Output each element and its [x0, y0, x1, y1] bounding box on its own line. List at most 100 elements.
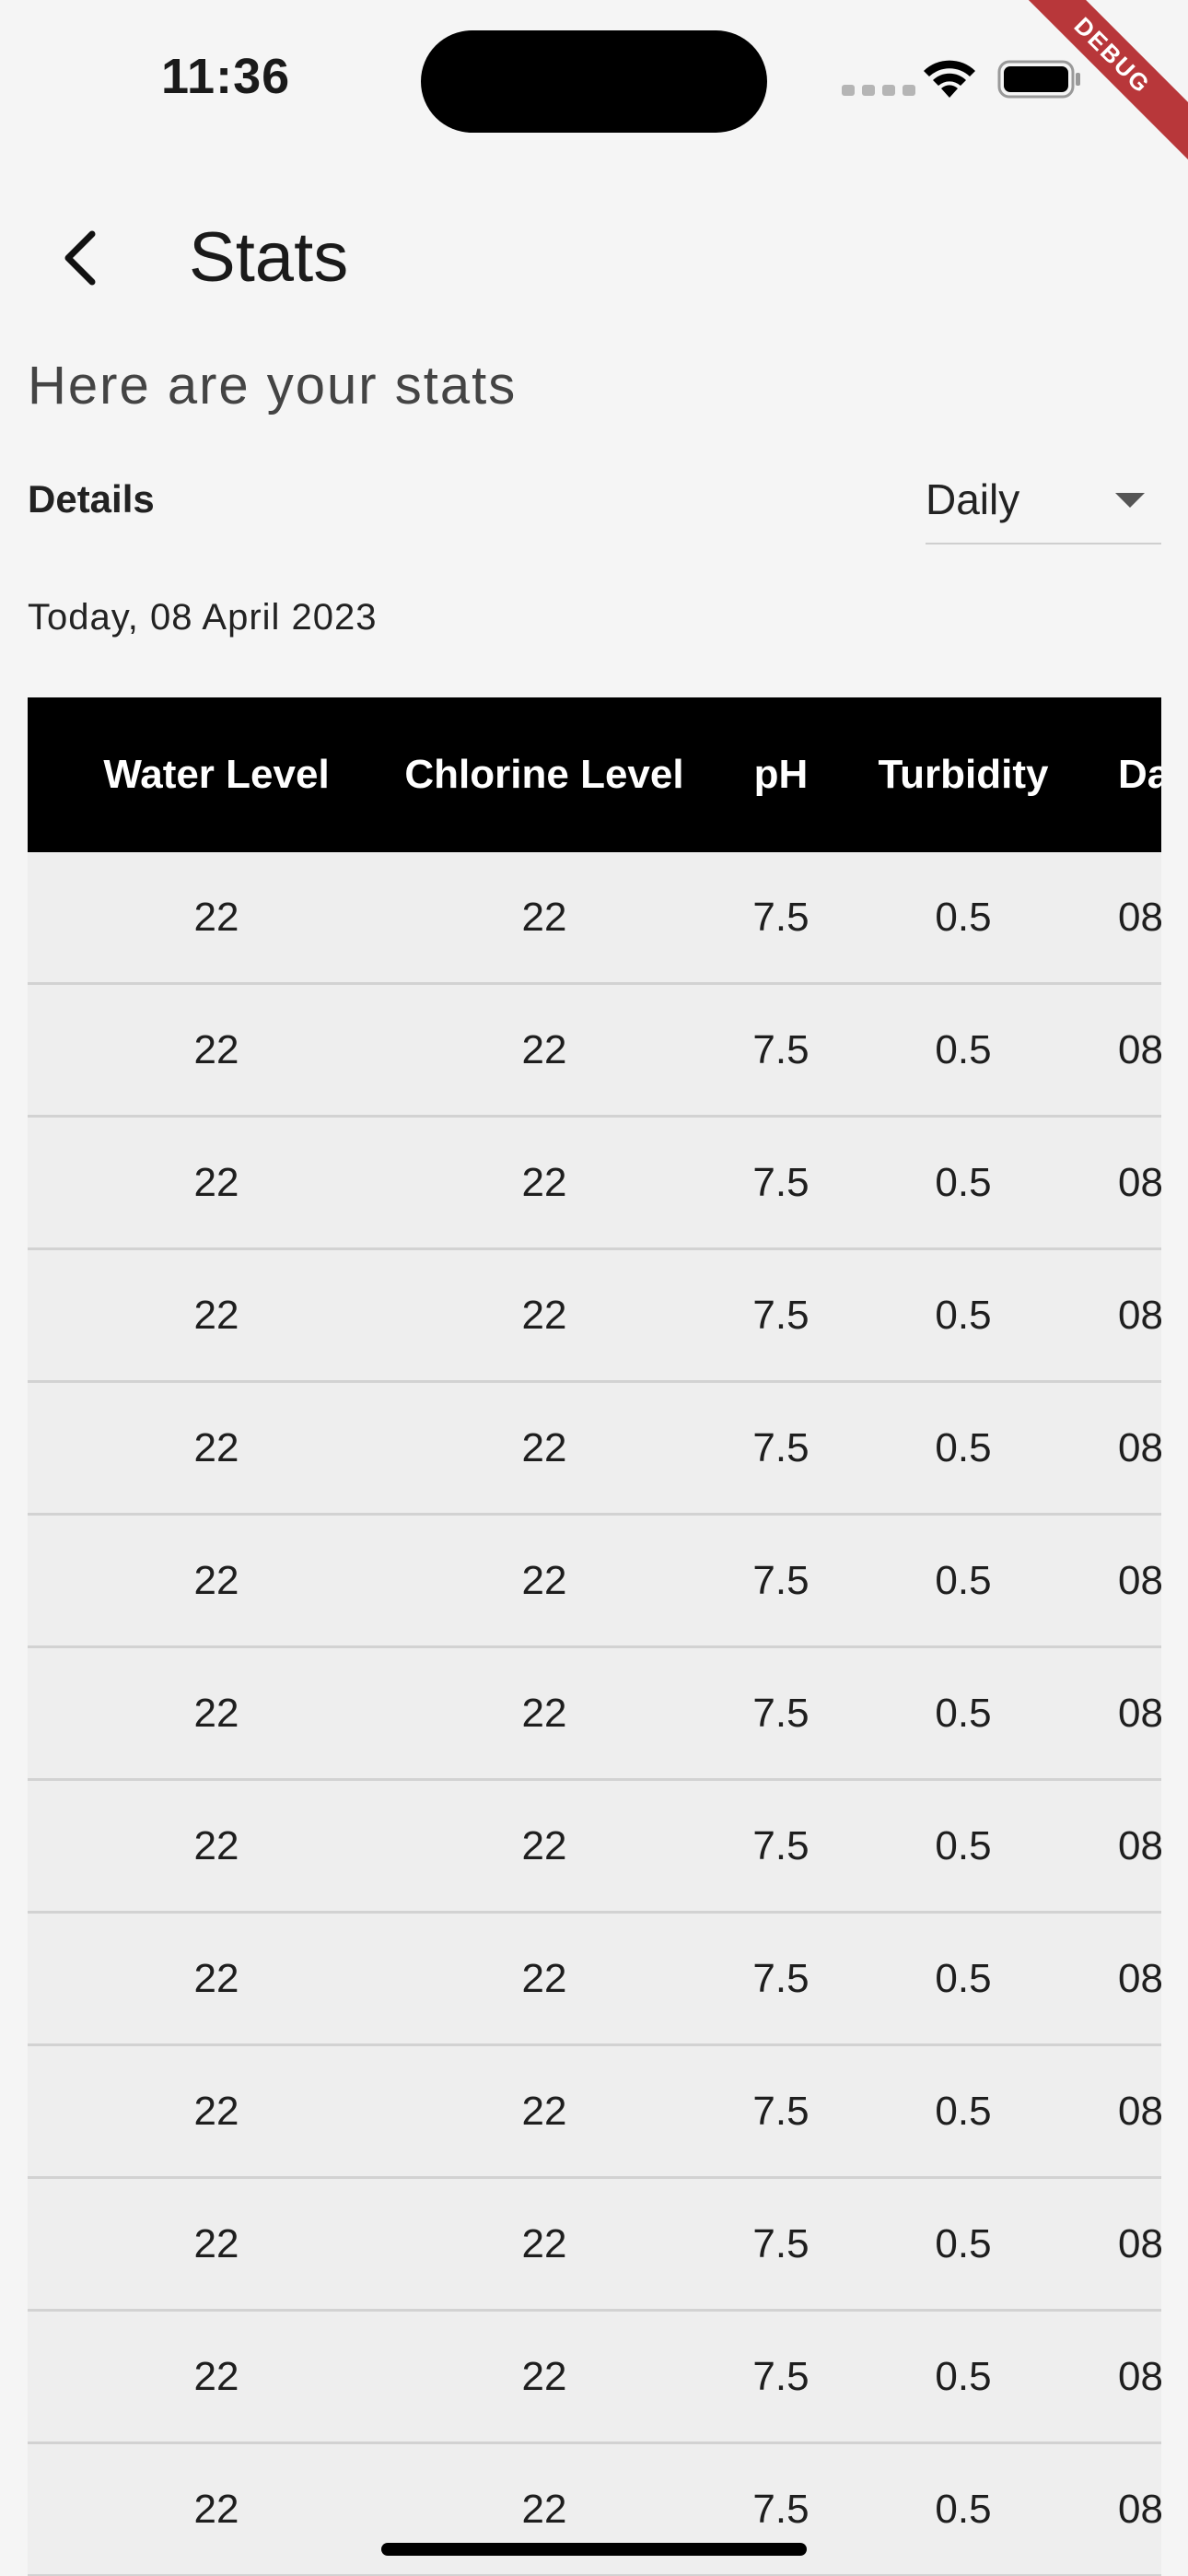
- cell-date: 08: [1118, 2487, 1161, 2532]
- cell-date: 08: [1118, 1691, 1161, 1736]
- caret-down-icon: [1115, 493, 1145, 508]
- cell-turbidity: 0.5: [935, 2221, 992, 2266]
- chevron-left-icon: [64, 230, 96, 286]
- app-bar: Stats: [0, 203, 1188, 322]
- cell-ph: 7.5: [752, 1425, 809, 1470]
- column-header-turbidity: Turbidity: [878, 752, 1049, 797]
- cell-date: 08: [1118, 1558, 1161, 1603]
- cell-water-level: 22: [193, 2221, 239, 2266]
- period-dropdown[interactable]: Daily: [926, 465, 1161, 544]
- cell-chlorine-level: 22: [521, 1691, 567, 1736]
- cell-water-level: 22: [193, 1425, 239, 1470]
- cell-chlorine-level: 22: [521, 1823, 567, 1868]
- period-selected-value: Daily: [926, 475, 1020, 523]
- cell-date: 08: [1118, 2221, 1161, 2266]
- table-row: 22 22 7.5 0.5 08: [28, 1118, 1161, 1250]
- cell-water-level: 22: [193, 1956, 239, 2001]
- cell-ph: 7.5: [752, 2354, 809, 2399]
- stats-table[interactable]: Water Level Chlorine Level pH Turbidity …: [28, 697, 1161, 2576]
- cell-turbidity: 0.5: [935, 1027, 992, 1072]
- dynamic-island: [421, 30, 767, 133]
- cellular-signal-icon: [842, 85, 915, 96]
- column-header-ph: pH: [753, 752, 809, 797]
- cell-chlorine-level: 22: [521, 1160, 567, 1205]
- table-row: 22 22 7.5 0.5 08: [28, 2312, 1161, 2444]
- cell-water-level: 22: [193, 2089, 239, 2134]
- cell-ph: 7.5: [752, 1160, 809, 1205]
- table-row: 22 22 7.5 0.5 08: [28, 852, 1161, 985]
- table-row: 22 22 7.5 0.5 08: [28, 1781, 1161, 1914]
- cell-turbidity: 0.5: [935, 2089, 992, 2134]
- cell-chlorine-level: 22: [521, 1558, 567, 1603]
- cell-date: 08: [1118, 1160, 1161, 1205]
- status-bar: 11:36: [0, 0, 1188, 147]
- battery-icon: [997, 60, 1080, 99]
- table-row: 22 22 7.5 0.5 08: [28, 1383, 1161, 1516]
- cell-ph: 7.5: [752, 2487, 809, 2532]
- cell-chlorine-level: 22: [521, 2487, 567, 2532]
- cell-water-level: 22: [193, 1293, 239, 1338]
- table-row: 22 22 7.5 0.5 08: [28, 1914, 1161, 2046]
- cell-water-level: 22: [193, 1691, 239, 1736]
- cell-ph: 7.5: [752, 895, 809, 940]
- table-row: 22 22 7.5 0.5 08: [28, 2179, 1161, 2312]
- table-body: 22 22 7.5 0.5 08 22 22 7.5 0.5 08 22 22 7.5 0.5 08 22 22…: [28, 852, 1161, 2576]
- cell-turbidity: 0.5: [935, 1425, 992, 1470]
- cell-date: 08: [1118, 1956, 1161, 2001]
- cell-ph: 7.5: [752, 1956, 809, 2001]
- cell-water-level: 22: [193, 1558, 239, 1603]
- cell-chlorine-level: 22: [521, 1425, 567, 1470]
- cell-ph: 7.5: [752, 1691, 809, 1736]
- cell-turbidity: 0.5: [935, 1956, 992, 2001]
- cell-chlorine-level: 22: [521, 2221, 567, 2266]
- cell-ph: 7.5: [752, 1558, 809, 1603]
- cell-date: 08: [1118, 895, 1161, 940]
- column-header-date: Da: [1118, 752, 1161, 797]
- cell-turbidity: 0.5: [935, 1293, 992, 1338]
- details-label: Details: [28, 477, 155, 521]
- cell-turbidity: 0.5: [935, 1160, 992, 1205]
- cell-chlorine-level: 22: [521, 1027, 567, 1072]
- table-row: 22 22 7.5 0.5 08: [28, 2046, 1161, 2179]
- cell-turbidity: 0.5: [935, 1558, 992, 1603]
- cell-water-level: 22: [193, 895, 239, 940]
- cell-date: 08: [1118, 1823, 1161, 1868]
- page-title: Stats: [189, 218, 349, 297]
- debug-banner-label: DEBUG: [1022, 0, 1188, 166]
- table-row: 22 22 7.5 0.5 08: [28, 1648, 1161, 1781]
- back-button[interactable]: [44, 221, 118, 295]
- cell-chlorine-level: 22: [521, 2354, 567, 2399]
- cell-date: 08: [1118, 2089, 1161, 2134]
- cell-water-level: 22: [193, 1027, 239, 1072]
- date-label: Today, 08 April 2023: [28, 597, 378, 638]
- cell-water-level: 22: [193, 1160, 239, 1205]
- cell-turbidity: 0.5: [935, 1823, 992, 1868]
- cell-turbidity: 0.5: [935, 1691, 992, 1736]
- cell-water-level: 22: [193, 2487, 239, 2532]
- cell-ph: 7.5: [752, 2221, 809, 2266]
- home-indicator[interactable]: [381, 2543, 807, 2556]
- wifi-icon: [924, 60, 975, 98]
- cell-date: 08: [1118, 2354, 1161, 2399]
- cell-date: 08: [1118, 1027, 1161, 1072]
- cell-ph: 7.5: [752, 1293, 809, 1338]
- table-header: Water Level Chlorine Level pH Turbidity …: [28, 697, 1161, 852]
- cell-chlorine-level: 22: [521, 2089, 567, 2134]
- cell-date: 08: [1118, 1425, 1161, 1470]
- cell-date: 08: [1118, 1293, 1161, 1338]
- table-row: 22 22 7.5 0.5 08: [28, 1516, 1161, 1648]
- cell-turbidity: 0.5: [935, 895, 992, 940]
- cell-ph: 7.5: [752, 1823, 809, 1868]
- cell-turbidity: 0.5: [935, 2487, 992, 2532]
- status-time: 11:36: [161, 49, 291, 104]
- column-header-chlorine-level: Chlorine Level: [404, 752, 684, 797]
- cell-chlorine-level: 22: [521, 1956, 567, 2001]
- page-subtitle: Here are your stats: [28, 356, 518, 416]
- debug-banner: DEBUG: [1022, 0, 1188, 166]
- table-row: 22 22 7.5 0.5 08: [28, 2444, 1161, 2576]
- column-header-water-level: Water Level: [103, 752, 330, 797]
- cell-water-level: 22: [193, 1823, 239, 1868]
- cell-chlorine-level: 22: [521, 895, 567, 940]
- cell-water-level: 22: [193, 2354, 239, 2399]
- cell-ph: 7.5: [752, 1027, 809, 1072]
